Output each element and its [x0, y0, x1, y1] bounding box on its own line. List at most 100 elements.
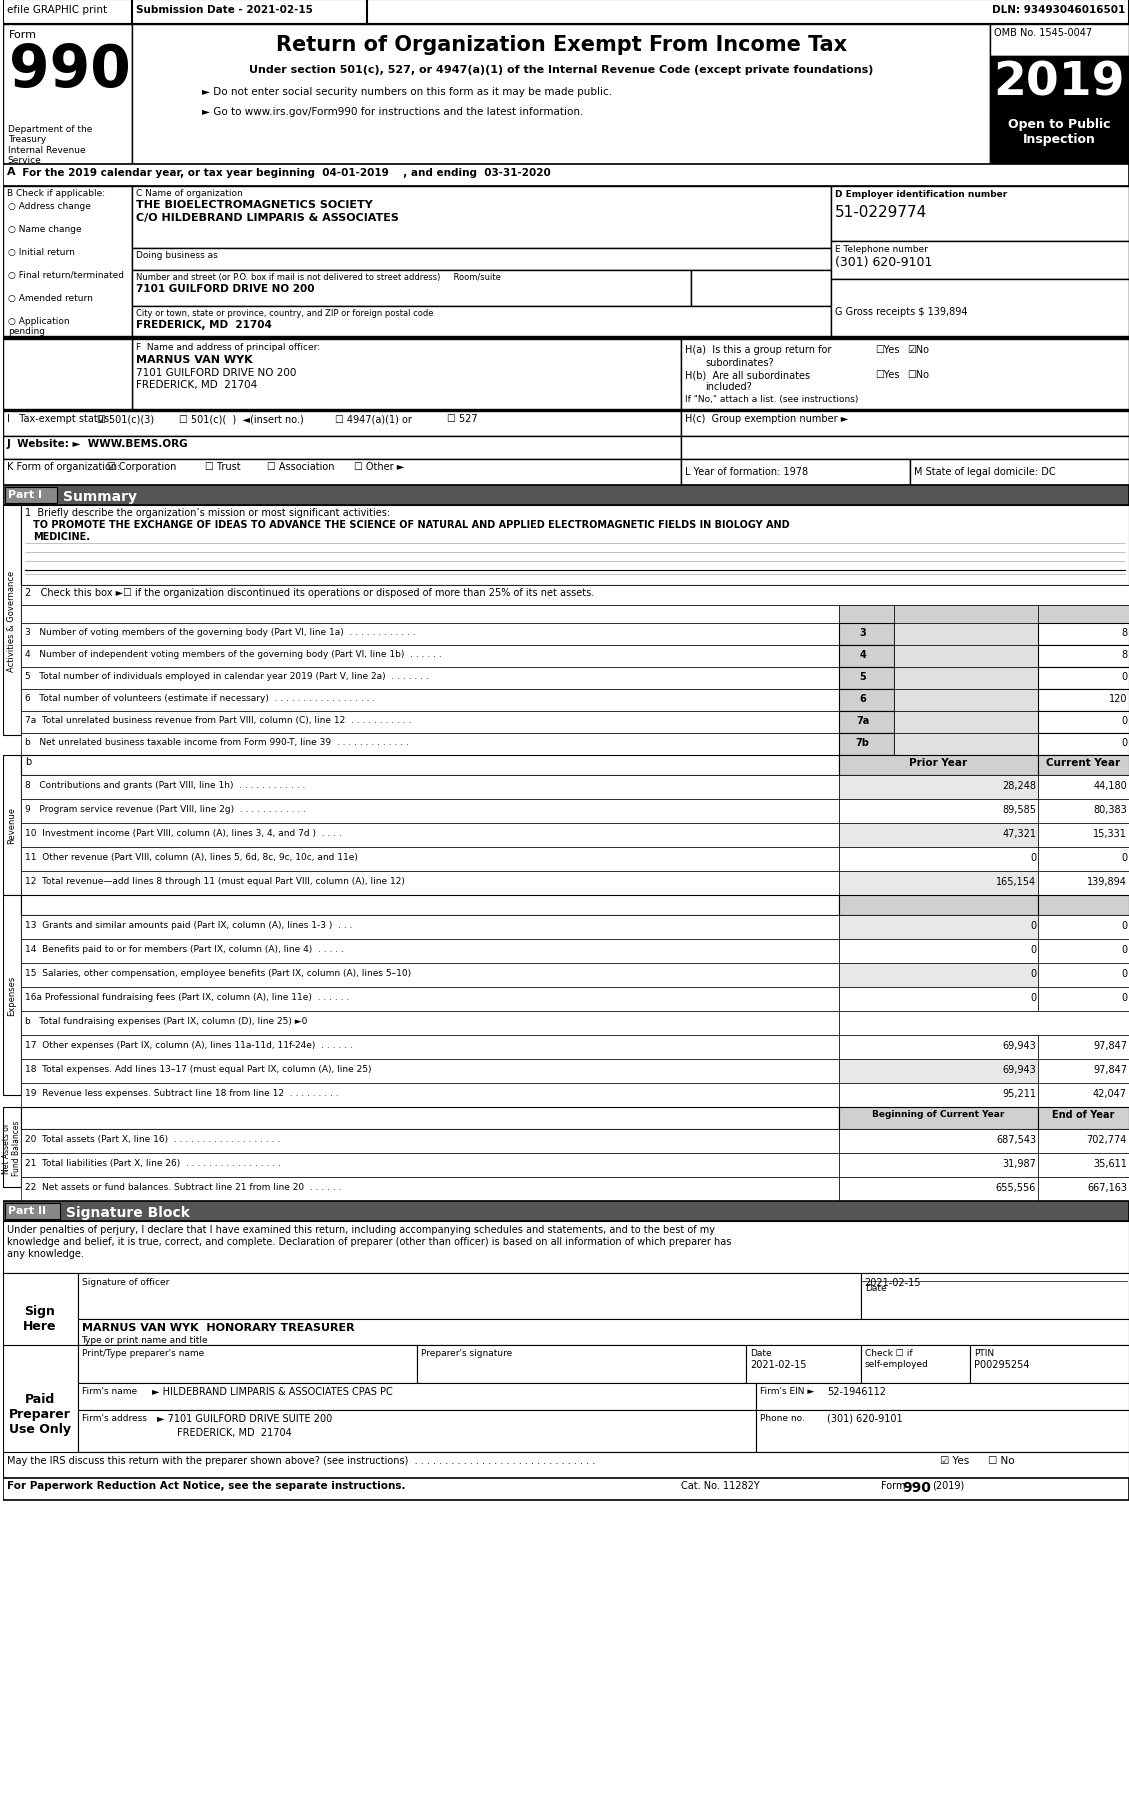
Text: 69,943: 69,943: [1003, 1041, 1036, 1050]
Text: 702,774: 702,774: [1086, 1135, 1127, 1144]
Text: Firm's name: Firm's name: [81, 1386, 137, 1395]
Text: 5   Total number of individuals employed in calendar year 2019 (Part V, line 2a): 5 Total number of individuals employed i…: [25, 672, 428, 681]
Bar: [1039, 1035, 1129, 1059]
Bar: [1039, 667, 1129, 690]
Bar: [839, 1153, 1039, 1178]
Text: ○ Final return/terminated: ○ Final return/terminated: [8, 271, 124, 280]
Text: self-employed: self-employed: [865, 1359, 928, 1368]
Text: C Name of organization: C Name of organization: [137, 190, 243, 199]
Text: 95,211: 95,211: [1003, 1088, 1036, 1099]
Text: Net Assets or
Fund Balances: Net Assets or Fund Balances: [2, 1120, 21, 1175]
Text: ☐No: ☐No: [908, 370, 929, 379]
Bar: [1039, 1108, 1129, 1129]
Bar: [2, 410, 1129, 412]
Bar: [1039, 963, 1129, 987]
Text: Form: Form: [9, 31, 37, 40]
Bar: [1039, 896, 1129, 916]
Text: K Form of organization:: K Form of organization:: [7, 463, 120, 472]
Text: 7a: 7a: [856, 716, 869, 726]
Text: ☑No: ☑No: [908, 345, 929, 354]
Bar: [839, 1108, 1039, 1129]
Text: 8   Contributions and grants (Part VIII, line 1h)  . . . . . . . . . . . .: 8 Contributions and grants (Part VIII, l…: [25, 781, 305, 790]
Text: ☐ Other ►: ☐ Other ►: [353, 463, 404, 472]
Text: 21  Total liabilities (Part X, line 26)  . . . . . . . . . . . . . . . . .: 21 Total liabilities (Part X, line 26) .…: [25, 1158, 280, 1167]
Bar: [839, 847, 1039, 871]
Text: Sign
Here: Sign Here: [23, 1305, 56, 1332]
Bar: [1039, 1153, 1129, 1178]
Bar: [831, 242, 1129, 280]
Bar: [20, 1035, 839, 1059]
Bar: [20, 871, 839, 896]
Text: 0: 0: [1121, 992, 1127, 1003]
Text: 990: 990: [9, 42, 131, 99]
Bar: [1039, 824, 1129, 847]
Text: 7101 GUILFORD DRIVE NO 200: 7101 GUILFORD DRIVE NO 200: [137, 284, 315, 295]
Bar: [839, 605, 893, 623]
Text: THE BIOELECTROMAGNETICS SOCIETY: THE BIOELECTROMAGNETICS SOCIETY: [137, 201, 374, 210]
Text: End of Year: End of Year: [1052, 1109, 1114, 1119]
Bar: [893, 734, 1039, 755]
Text: 8: 8: [1121, 651, 1127, 660]
Bar: [893, 690, 1039, 712]
Bar: [2, 1274, 78, 1362]
Text: 7b: 7b: [856, 737, 869, 748]
Bar: [831, 280, 1129, 336]
Text: Firm's address: Firm's address: [81, 1413, 147, 1422]
Text: H(a)  Is this a group return for: H(a) Is this a group return for: [685, 345, 831, 354]
Bar: [746, 1344, 860, 1382]
Text: 20  Total assets (Part X, line 16)  . . . . . . . . . . . . . . . . . . .: 20 Total assets (Part X, line 16) . . . …: [25, 1135, 280, 1144]
Bar: [831, 186, 1129, 242]
Text: Signature of officer: Signature of officer: [81, 1278, 169, 1287]
Bar: [132, 249, 831, 271]
Text: 97,847: 97,847: [1093, 1064, 1127, 1075]
Bar: [20, 1153, 839, 1178]
Bar: [5, 1203, 60, 1220]
Bar: [78, 1382, 756, 1409]
Text: ☐Yes: ☐Yes: [876, 345, 900, 354]
Text: City or town, state or province, country, and ZIP or foreign postal code: City or town, state or province, country…: [137, 309, 434, 318]
Bar: [2, 164, 1129, 186]
Bar: [132, 340, 681, 410]
Text: ☐ Association: ☐ Association: [268, 463, 334, 472]
Bar: [1039, 1178, 1129, 1202]
Bar: [2, 755, 20, 896]
Bar: [681, 437, 1129, 459]
Bar: [1039, 1084, 1129, 1108]
Bar: [20, 1084, 839, 1108]
Text: ► HILDEBRAND LIMPARIS & ASSOCIATES CPAS PC: ► HILDEBRAND LIMPARIS & ASSOCIATES CPAS …: [152, 1386, 393, 1397]
Bar: [132, 307, 831, 336]
Bar: [20, 1059, 839, 1084]
Text: F  Name and address of principal officer:: F Name and address of principal officer:: [137, 343, 321, 352]
Bar: [2, 896, 20, 1095]
Text: MARNUS VAN WYK  HONORARY TREASURER: MARNUS VAN WYK HONORARY TREASURER: [81, 1323, 355, 1332]
Text: 15,331: 15,331: [1093, 829, 1127, 838]
Text: 17  Other expenses (Part IX, column (A), lines 11a-11d, 11f-24e)  . . . . . .: 17 Other expenses (Part IX, column (A), …: [25, 1041, 352, 1050]
Bar: [78, 1319, 1129, 1344]
Bar: [2, 506, 20, 735]
Text: MARNUS VAN WYK: MARNUS VAN WYK: [137, 354, 253, 365]
Bar: [132, 25, 990, 164]
Bar: [1039, 987, 1129, 1012]
Text: 22  Net assets or fund balances. Subtract line 21 from line 20  . . . . . .: 22 Net assets or fund balances. Subtract…: [25, 1182, 341, 1191]
Text: 0: 0: [1121, 945, 1127, 954]
Bar: [2, 412, 681, 437]
Bar: [756, 1382, 1129, 1409]
Bar: [5, 488, 56, 504]
Text: MEDICINE.: MEDICINE.: [33, 531, 89, 542]
Bar: [971, 1344, 1129, 1382]
Bar: [893, 605, 1039, 623]
Text: 10  Investment income (Part VIII, column (A), lines 3, 4, and 7d )  . . . .: 10 Investment income (Part VIII, column …: [25, 829, 342, 837]
Text: 0: 0: [1121, 716, 1127, 726]
Bar: [1039, 755, 1129, 775]
Bar: [2, 459, 681, 486]
Bar: [839, 871, 1039, 896]
Bar: [78, 1274, 860, 1319]
Bar: [839, 755, 1039, 775]
Bar: [1039, 775, 1129, 799]
Text: 0: 0: [1121, 672, 1127, 681]
Text: Date: Date: [750, 1348, 771, 1357]
Text: FREDERICK, MD  21704: FREDERICK, MD 21704: [177, 1428, 292, 1437]
Bar: [839, 1084, 1039, 1108]
Text: Part I: Part I: [8, 490, 42, 501]
Bar: [756, 1409, 1129, 1453]
